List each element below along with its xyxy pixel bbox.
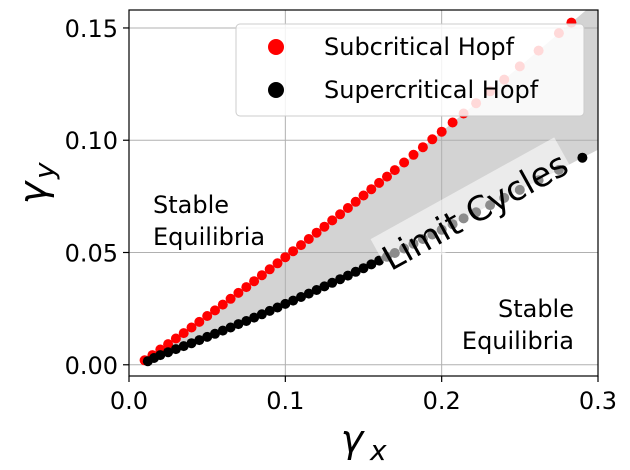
- data-point: [358, 190, 369, 201]
- data-point: [319, 221, 330, 232]
- x-tick-label: 0.2: [423, 387, 461, 415]
- data-point: [366, 259, 377, 270]
- data-point: [342, 270, 353, 281]
- data-point: [280, 252, 291, 263]
- legend: Subcritical Hopf Supercritical Hopf: [235, 23, 585, 117]
- y-axis-label: γ y: [11, 162, 61, 204]
- y-axis-label-sub: y: [28, 162, 61, 180]
- data-point: [303, 234, 314, 244]
- data-point: [374, 177, 385, 188]
- data-point: [186, 338, 197, 349]
- data-point: [256, 309, 267, 320]
- data-point: [233, 319, 244, 330]
- data-point: [210, 328, 220, 339]
- data-point: [311, 227, 322, 238]
- data-point: [202, 331, 213, 342]
- data-point: [327, 277, 338, 288]
- data-point: [350, 266, 361, 277]
- x-axis-label-sub: x: [369, 434, 387, 467]
- data-point: [436, 126, 447, 137]
- data-point: [382, 171, 392, 182]
- data-point: [186, 322, 197, 333]
- data-point: [447, 117, 458, 128]
- data-point: [178, 328, 189, 339]
- data-point: [577, 152, 588, 163]
- data-point: [225, 293, 236, 304]
- data-point: [350, 196, 361, 207]
- data-point: [296, 292, 306, 302]
- data-point: [217, 325, 228, 336]
- y-axis-ticks: 0.00 0.05 0.10 0.15: [65, 15, 129, 380]
- y-tick-label: 0.10: [65, 127, 118, 155]
- data-point: [303, 288, 314, 299]
- data-point: [311, 285, 322, 295]
- x-tick-label: 0.0: [110, 387, 148, 415]
- data-point: [194, 316, 205, 327]
- data-point: [249, 312, 260, 323]
- data-point: [288, 295, 299, 306]
- data-point: [241, 282, 252, 293]
- x-tick-label: 0.3: [579, 387, 617, 415]
- data-point: [399, 157, 410, 168]
- data-point: [408, 149, 419, 160]
- data-point: [366, 184, 377, 195]
- data-point: [319, 281, 330, 292]
- data-point: [256, 270, 267, 281]
- stable-left-line2: Equilibria: [153, 223, 265, 251]
- data-point: [264, 305, 275, 316]
- y-tick-label: 0.05: [65, 240, 118, 268]
- data-point: [389, 165, 400, 176]
- annotation-stable-right: Stable Equilibria: [462, 295, 574, 355]
- stable-right-line1: Stable: [498, 295, 574, 323]
- data-point: [417, 142, 428, 153]
- data-point: [296, 240, 306, 251]
- data-point: [280, 298, 291, 309]
- stable-left-line1: Stable: [153, 191, 229, 219]
- data-point: [170, 344, 181, 355]
- data-point: [327, 215, 338, 226]
- plot-frame: [128, 9, 599, 377]
- data-point: [249, 276, 260, 287]
- data-point: [163, 339, 174, 350]
- data-point: [427, 134, 438, 145]
- data-point: [210, 305, 220, 316]
- data-point: [217, 299, 228, 310]
- annotation-stable-left: Stable Equilibria: [153, 191, 265, 251]
- data-point: [288, 246, 299, 257]
- data-point: [358, 263, 369, 274]
- data-point: [163, 347, 174, 358]
- legend-box: [235, 23, 585, 117]
- legend-marker-supercritical: [268, 82, 284, 98]
- data-point: [225, 322, 236, 333]
- limit-cycles-label-box: [370, 137, 578, 282]
- legend-label-subcritical: Subcritical Hopf: [324, 33, 515, 61]
- data-point: [178, 341, 189, 352]
- data-point: [272, 258, 283, 269]
- y-tick-label: 0.15: [65, 15, 118, 43]
- data-point: [241, 316, 252, 326]
- data-point: [155, 350, 166, 361]
- data-point: [335, 209, 346, 220]
- x-axis-label-main: γ: [341, 417, 366, 461]
- y-tick-label: 0.00: [65, 352, 118, 380]
- data-point: [233, 287, 244, 298]
- data-point: [202, 311, 213, 321]
- data-point: [194, 335, 205, 346]
- data-point: [342, 203, 353, 213]
- stable-right-line2: Equilibria: [462, 327, 574, 355]
- data-point: [335, 274, 346, 285]
- data-point: [170, 333, 181, 344]
- x-tick-label: 0.1: [266, 387, 304, 415]
- legend-marker-subcritical: [268, 39, 284, 55]
- data-point: [272, 302, 283, 313]
- y-axis-label-main: γ: [11, 179, 55, 204]
- legend-label-supercritical: Supercritical Hopf: [324, 76, 539, 104]
- data-point: [264, 264, 275, 275]
- x-axis-ticks: 0.0 0.1 0.2 0.3: [110, 376, 617, 415]
- x-axis-label: γ x: [341, 417, 387, 467]
